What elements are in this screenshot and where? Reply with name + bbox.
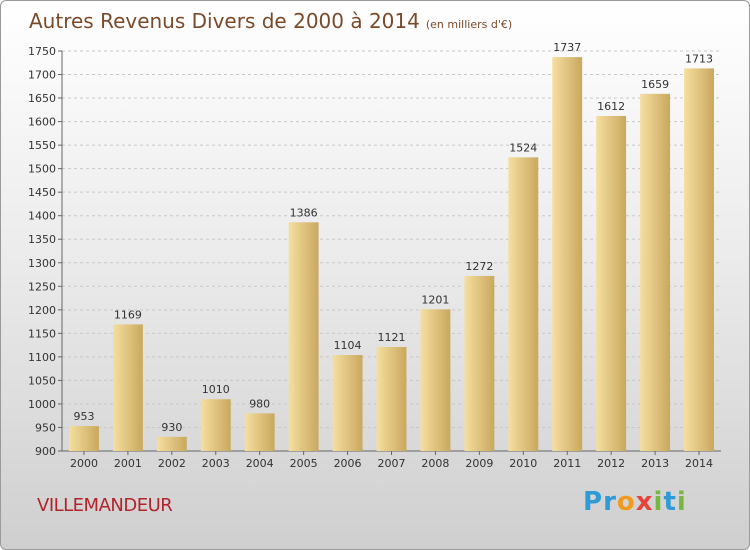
y-tick-label: 1200 [28,304,56,317]
y-tick-label: 1050 [28,374,56,387]
bar [596,115,627,452]
y-tick-label: 1750 [28,45,56,58]
y-tick-label: 1350 [28,233,56,246]
value-label: 1104 [334,339,362,352]
value-label: 1737 [553,41,581,54]
value-label: 1121 [378,331,406,344]
bar [200,399,231,451]
y-tick-label: 1650 [28,92,56,105]
logo-letter: x [635,487,654,517]
x-tick-label: 2007 [378,457,406,470]
y-tick-label: 1300 [28,257,56,270]
y-tick-label: 900 [35,445,56,458]
value-label: 980 [249,397,270,410]
x-tick-label: 2010 [509,457,537,470]
x-tick-label: 2014 [685,457,713,470]
x-tick-label: 2006 [334,457,362,470]
y-tick-label: 1400 [28,210,56,223]
bar [552,57,583,451]
logo-letter: i [653,487,664,517]
x-tick-label: 2000 [70,457,98,470]
bar [244,413,275,451]
y-tick-label: 1500 [28,163,56,176]
bar [508,157,539,451]
x-tick-label: 2013 [641,457,669,470]
y-tick-label: 1100 [28,351,56,364]
y-tick-label: 1000 [28,398,56,411]
x-tick-label: 2001 [114,457,142,470]
bar [420,309,451,451]
value-label: 1713 [685,52,713,65]
value-label: 953 [73,410,94,423]
x-tick-label: 2009 [465,457,493,470]
bar [332,355,363,451]
bar [640,93,671,451]
value-label: 930 [161,421,182,434]
value-label: 1659 [641,78,669,91]
bar [684,68,714,451]
value-label: 1612 [597,100,625,113]
value-label: 1010 [202,383,230,396]
x-tick-label: 2002 [158,457,186,470]
value-label: 1169 [114,308,142,321]
y-tick-label: 1150 [28,327,56,340]
y-tick-label: 1700 [28,69,56,82]
x-tick-label: 2012 [597,457,625,470]
bar [288,222,319,451]
value-label: 1386 [290,206,318,219]
logo-letter: t [663,487,677,517]
y-tick-label: 1450 [28,186,56,199]
bar [376,347,407,451]
y-tick-label: 1600 [28,116,56,129]
chart-title: Autres Revenus Divers de 2000 à 2014 (en … [29,9,512,33]
bars [69,57,714,452]
title-unit: (en milliers d'€) [425,18,513,31]
labels: 953 1169 930 1010 980 1386 1104 1121 1201 1272 152… [73,41,713,434]
grid [62,50,721,452]
x-tick-label: 2005 [290,457,318,470]
x-tick-label: 2003 [202,457,230,470]
value-label: 1272 [465,260,493,273]
x-tick-label: 2004 [246,457,274,470]
logo-letter: P [583,487,604,517]
logo-letter: r [603,487,617,517]
logo-letter: i [676,487,687,517]
y-tick-label: 950 [35,421,56,434]
bar [156,436,187,451]
x-tick-label: 2008 [421,457,449,470]
title-text: Autres Revenus Divers de 2000 à 2014 [29,9,420,33]
y-tick-label: 1250 [28,280,56,293]
city-name: VILLEMANDEUR [37,495,173,516]
proxiti-logo: Proxiti [583,487,687,517]
bar [112,324,143,451]
logo-letter: o [616,487,636,517]
y-tick-label: 1550 [28,139,56,152]
value-label: 1524 [509,141,537,154]
bar [69,426,99,451]
value-label: 1201 [421,293,449,306]
x-tick-label: 2011 [553,457,581,470]
bar [464,275,495,451]
